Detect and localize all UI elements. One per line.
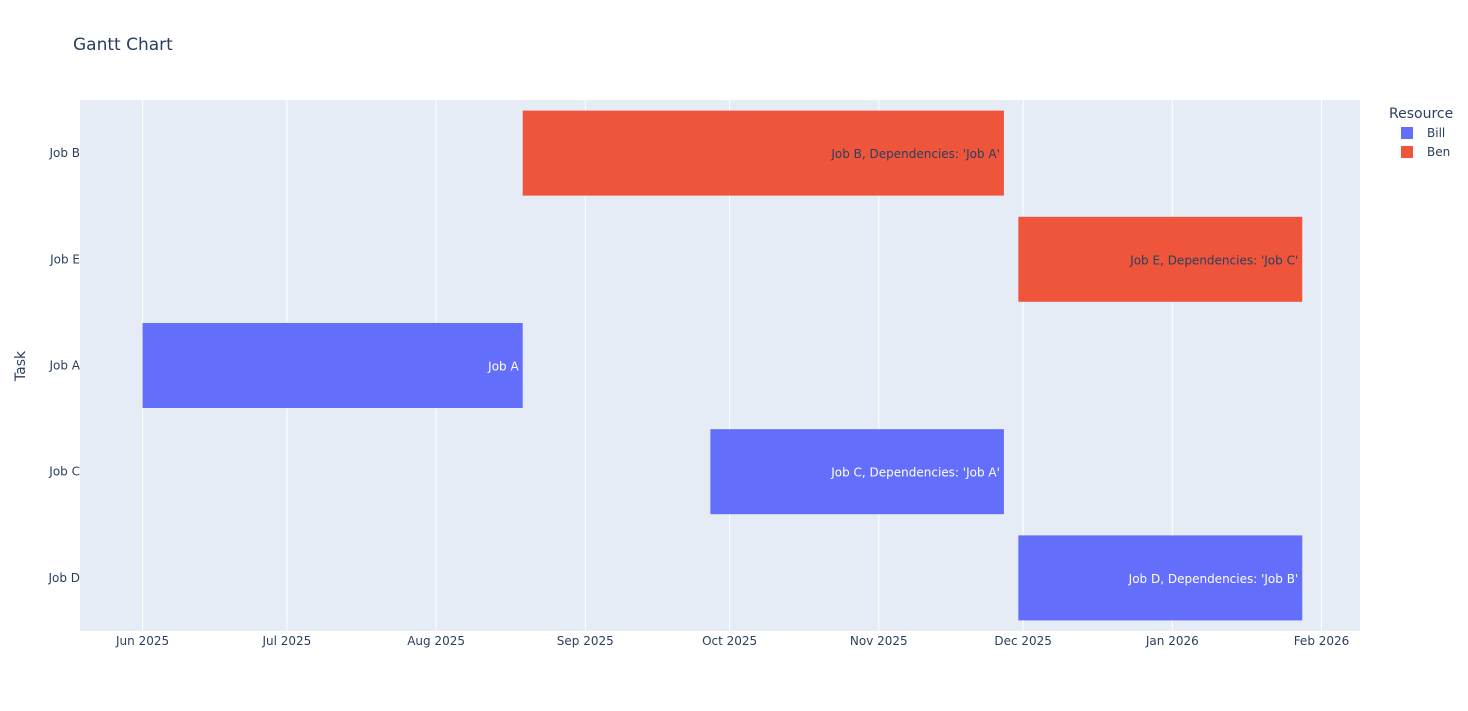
task-bar[interactable] bbox=[1018, 216, 1303, 302]
legend: Resource Bill Ben bbox=[1389, 106, 1453, 159]
legend-swatch[interactable] bbox=[1401, 127, 1413, 139]
x-tick-label: Jan 2026 bbox=[1145, 634, 1199, 648]
y-axis-title: Task bbox=[13, 350, 29, 382]
y-tick-label: Job A bbox=[48, 359, 80, 373]
y-tick-label: Job E bbox=[49, 252, 80, 266]
x-tick-label: Jul 2025 bbox=[261, 634, 311, 648]
task-bar-label: Job E, Dependencies: 'Job C' bbox=[1129, 253, 1298, 267]
task-bar[interactable] bbox=[142, 323, 523, 408]
x-tick-label: Jun 2025 bbox=[115, 634, 169, 648]
task-bar-label: Job B, Dependencies: 'Job A' bbox=[830, 147, 1000, 161]
legend-title: Resource bbox=[1389, 106, 1453, 122]
task-bar-label: Job A bbox=[487, 360, 519, 374]
y-tick-label: Job B bbox=[48, 146, 80, 160]
x-tick-label: Aug 2025 bbox=[407, 634, 465, 648]
legend-label[interactable]: Bill bbox=[1427, 126, 1445, 140]
legend-label[interactable]: Ben bbox=[1427, 145, 1450, 159]
x-axis-ticks: Jun 2025 Jul 2025 Aug 2025 Sep 2025 Oct 2025… bbox=[115, 634, 1349, 648]
y-tick-label: Job D bbox=[47, 571, 80, 585]
task-bar[interactable] bbox=[710, 429, 1004, 515]
task-bar-label: Job C, Dependencies: 'Job A' bbox=[830, 466, 1000, 480]
x-tick-label: Sep 2025 bbox=[557, 634, 614, 648]
x-tick-label: Nov 2025 bbox=[850, 634, 908, 648]
legend-swatch[interactable] bbox=[1401, 146, 1413, 158]
task-bar[interactable] bbox=[1018, 535, 1303, 621]
x-tick-label: Feb 2026 bbox=[1294, 634, 1350, 648]
task-bar-label: Job D, Dependencies: 'Job B' bbox=[1128, 572, 1299, 586]
x-tick-label: Dec 2025 bbox=[994, 634, 1052, 648]
y-axis-ticks: Job B Job E Job A Job C Job D bbox=[47, 146, 80, 585]
task-bar[interactable] bbox=[522, 110, 1004, 196]
x-tick-label: Oct 2025 bbox=[702, 634, 757, 648]
chart-title: Gantt Chart bbox=[73, 35, 173, 55]
y-tick-label: Job C bbox=[48, 465, 80, 479]
task-bars: Job B, Dependencies: 'Job A' Job E, Depen… bbox=[142, 110, 1303, 621]
